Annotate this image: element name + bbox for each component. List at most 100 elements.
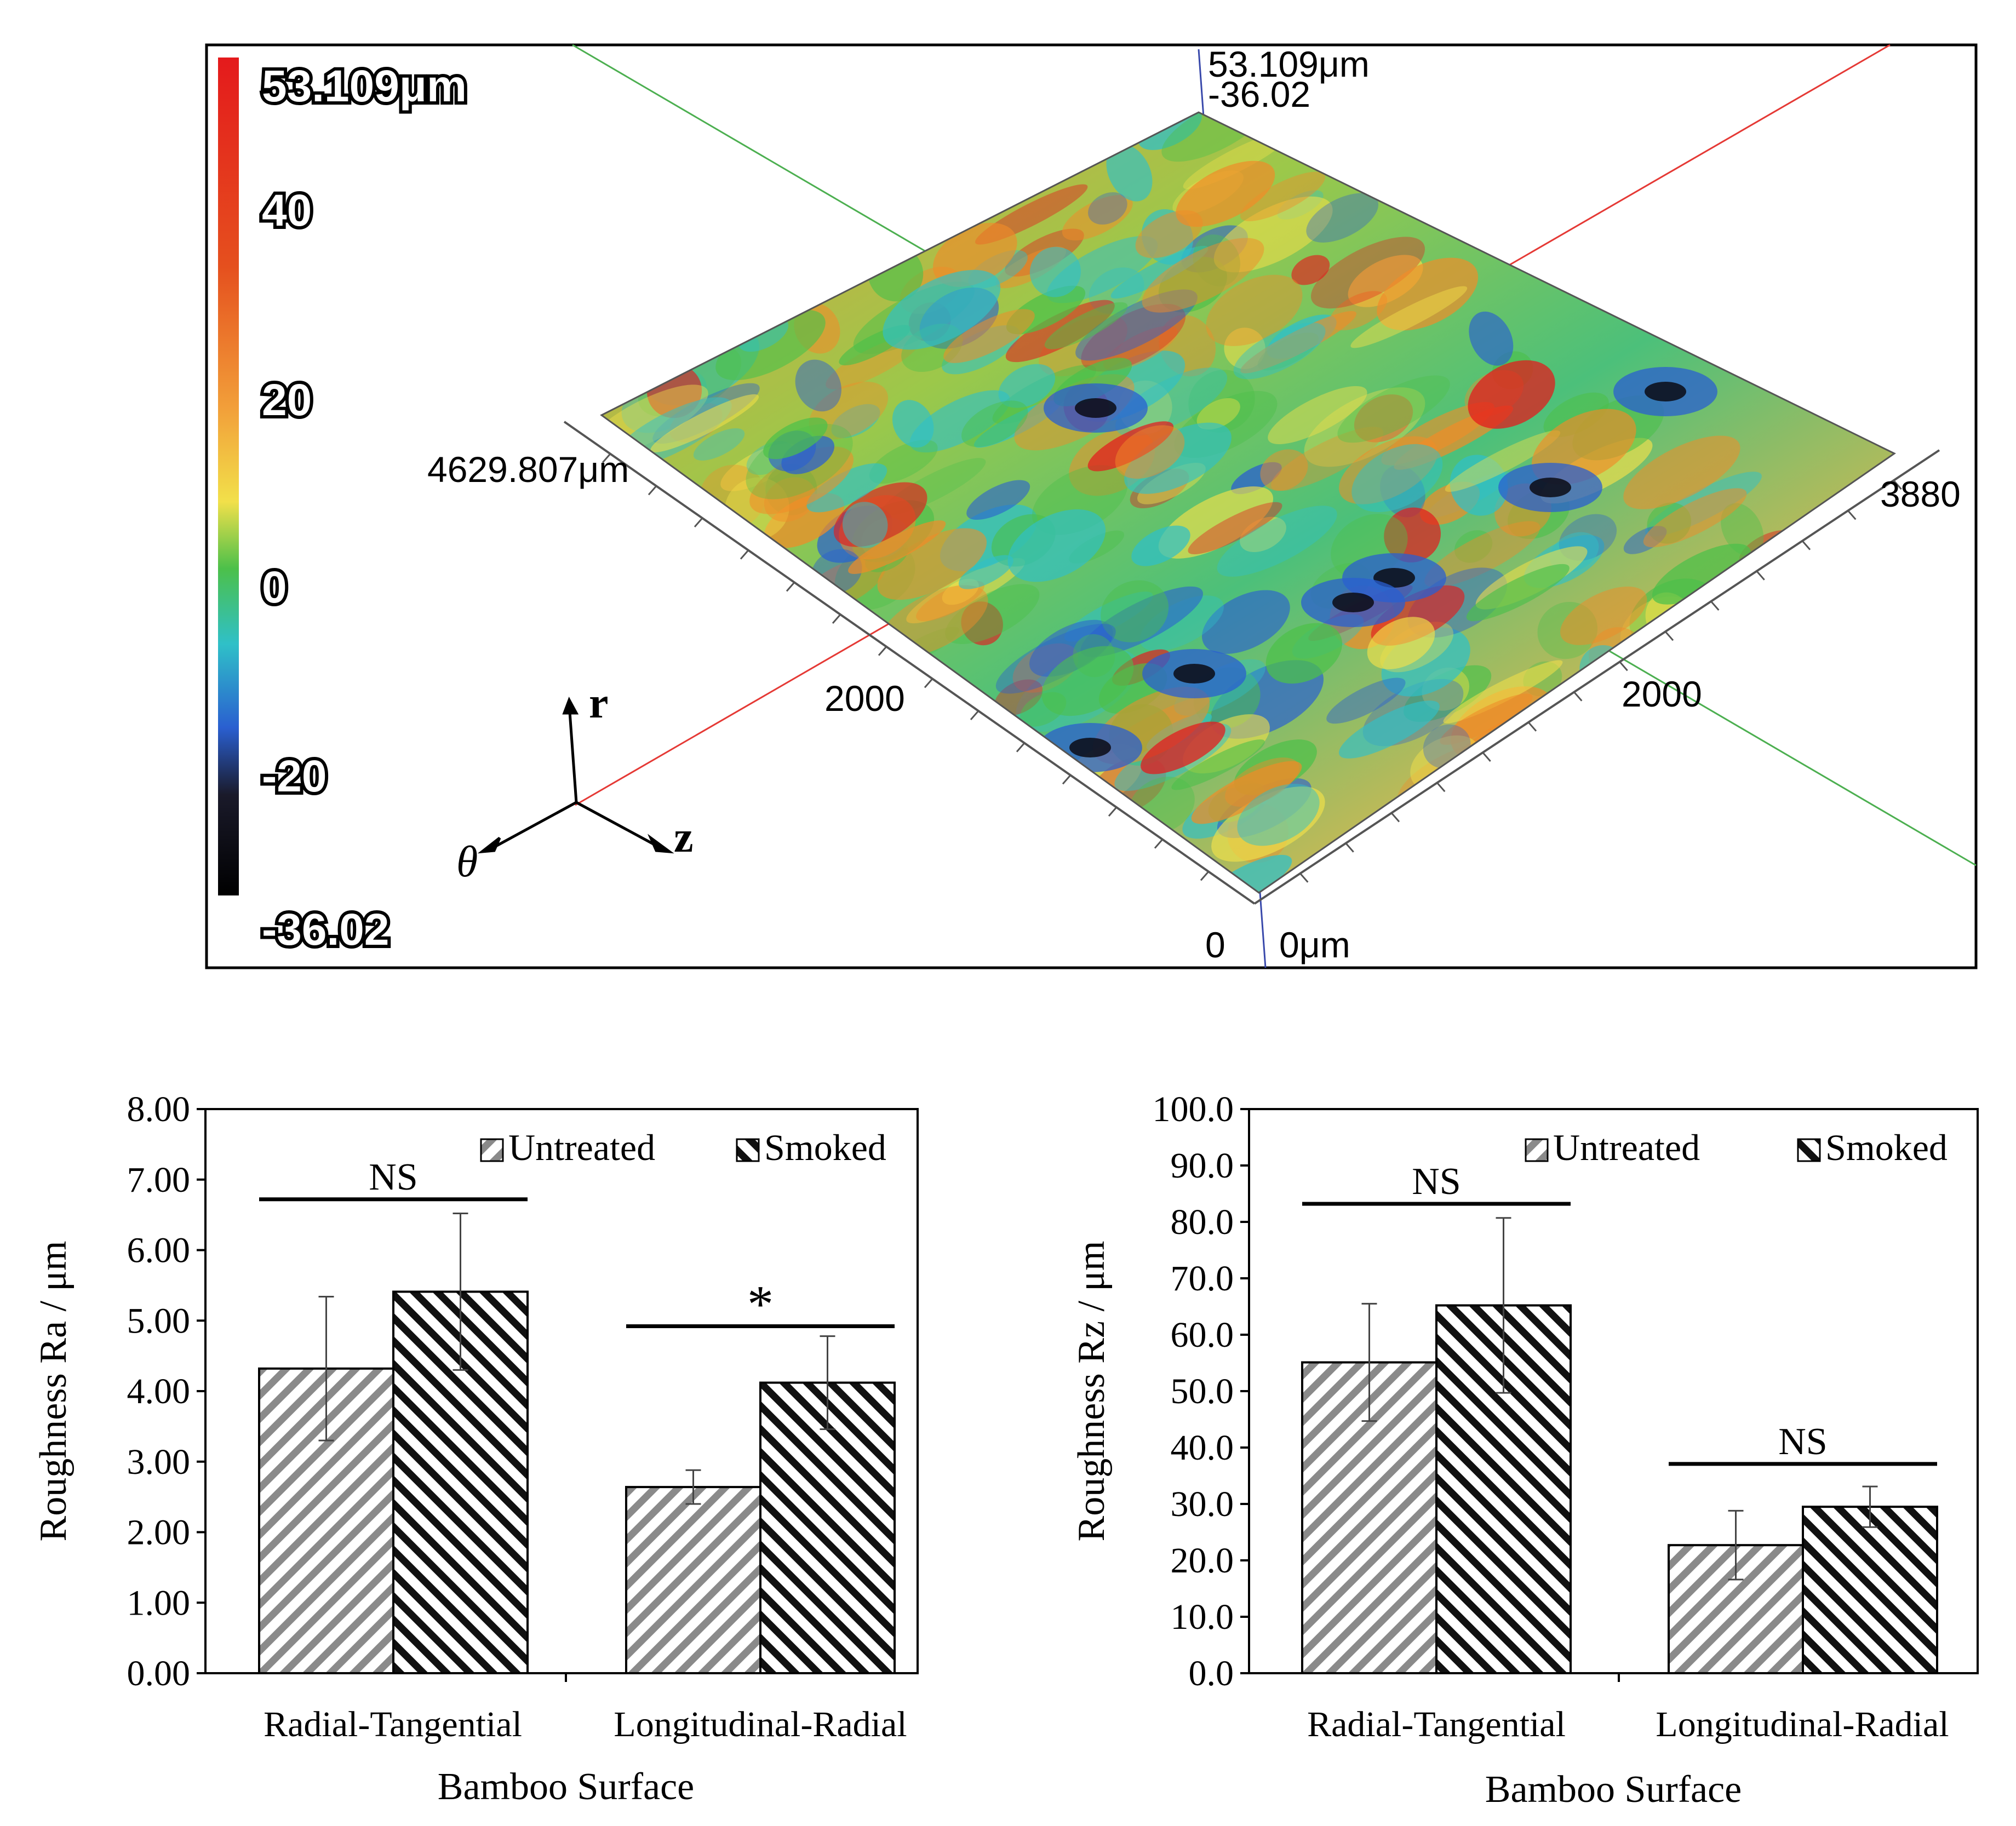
colorbar-max-label: 53.109μm	[262, 61, 467, 111]
ra-y-tick-label: 0.00	[127, 1653, 191, 1693]
edge-tick	[648, 485, 657, 496]
rz-legend-smoked-label: Smoked	[1825, 1127, 1948, 1168]
rz-y-tick-label: 60.0	[1171, 1315, 1234, 1355]
surface-texture-patch	[1337, 375, 1450, 443]
edge-tick	[1200, 871, 1210, 881]
surface-texture-patch	[1135, 210, 1203, 259]
surface-texture-patch	[1106, 143, 1153, 202]
surface-texture-patch	[877, 528, 987, 600]
rz-bar-chart: 0.0 10.0 20.0 30.0 40.0 50.0 60.0 70.0 80.0 90.0 1…	[1070, 1089, 1979, 1811]
orientation-theta-label: θ	[456, 838, 478, 886]
edge-tick	[786, 582, 795, 592]
surface-texture-patch	[809, 381, 889, 440]
ra-y-tick-label: 2.00	[127, 1513, 191, 1553]
ra-legend-untreated-label: Untreated	[508, 1127, 655, 1168]
edge-tick	[970, 710, 980, 720]
surface-texture-patch	[1240, 311, 1357, 374]
rz-legend-smoked-swatch	[1797, 1138, 1821, 1162]
surface-texture-patch	[1073, 634, 1115, 677]
surface-texture-patch	[1007, 509, 1106, 582]
surface-texture-patch	[650, 394, 759, 452]
surface-texture-patch	[943, 309, 1035, 363]
edge-tick	[1154, 839, 1164, 849]
surface-texture-patch	[1062, 195, 1133, 240]
surface-texture-patch	[1350, 286, 1468, 348]
orientation-triad	[477, 696, 674, 854]
surface-texture-patch	[1088, 192, 1127, 225]
edge-tick	[1345, 842, 1354, 853]
surface-texture-patch	[1115, 425, 1185, 479]
surface-texture-patch	[1176, 160, 1275, 227]
rz-y-tick-label: 50.0	[1171, 1371, 1234, 1411]
surface-texture-patch	[1623, 435, 1740, 509]
rz-x-axis-label: Bamboo Surface	[1485, 1768, 1742, 1811]
surface-texture-patch	[1131, 525, 1190, 566]
ra-legend: Untreated Smoked	[480, 1127, 886, 1168]
surface-texture-patch	[1354, 394, 1413, 443]
surface-texture-patch	[1384, 507, 1441, 562]
ra-bar-untreated-1	[625, 1486, 761, 1675]
surface-texture-patch	[958, 555, 1013, 589]
colorbar-gradient	[218, 58, 239, 895]
ra-y-tick-label: 6.00	[127, 1231, 191, 1271]
surface-texture-patch	[909, 390, 1010, 453]
surface-texture-patch	[1161, 112, 1269, 162]
surface-texture-patch	[1338, 700, 1440, 759]
orientation-r-label: r	[589, 679, 609, 727]
surface-texture-patch	[1348, 255, 1423, 307]
ra-y-tick-label: 5.00	[127, 1301, 191, 1341]
left-mid-label: 2000	[824, 678, 905, 719]
edge-tick	[740, 549, 749, 560]
surface-outline	[600, 111, 1896, 894]
right-extent-label: 3880	[1880, 474, 1961, 514]
edge-tick	[1016, 742, 1026, 753]
surface-texture-patch	[998, 364, 1056, 408]
surface-texture-patch	[1466, 564, 1570, 622]
surface-texture-patch	[1291, 255, 1330, 285]
surface-texture-patch	[1260, 449, 1308, 491]
surface-texture-patch	[945, 584, 1040, 644]
surface-texture-patch	[1029, 246, 1081, 297]
surface-texture-patch	[1196, 398, 1240, 430]
surface-texture-patch	[1005, 300, 1115, 363]
surface-texture-patch	[1202, 854, 1292, 893]
surface-texture-patch	[1265, 623, 1343, 684]
rz-y-tick-label: 0.0	[1189, 1653, 1234, 1693]
ra-legend-smoked-swatch	[736, 1138, 760, 1162]
rz-y-tick-label: 70.0	[1171, 1259, 1234, 1299]
surface-texture-patch	[1101, 580, 1169, 642]
surface-texture-patch	[883, 269, 1001, 350]
rz-category-label-0: Radial-Tangential	[1307, 1704, 1566, 1744]
surface-texture-patch	[1206, 274, 1303, 346]
edge-tick	[878, 646, 887, 656]
colorbar-tick-20: 20	[262, 375, 312, 425]
surface-texture-patch	[1087, 421, 1174, 472]
surface-texture-patch	[749, 446, 854, 514]
z-bottom-label: -36.02	[1208, 74, 1310, 114]
surface-texture-patch	[961, 400, 1028, 447]
surface-texture-patch	[1041, 646, 1134, 716]
surface-texture-patch	[1445, 430, 1561, 492]
edge-tick	[1664, 631, 1674, 641]
surface-texture-patch	[826, 335, 921, 389]
rz-y-tick-label: 30.0	[1171, 1484, 1234, 1524]
rz-y-axis-label: Roughness Rz / μm	[1070, 1241, 1113, 1542]
surface-texture-patch	[795, 359, 841, 412]
surface-texture-patch	[1268, 386, 1367, 445]
surface-texture-patch	[995, 623, 1116, 694]
rz-legend-untreated-swatch	[1525, 1138, 1549, 1162]
rz-legend-untreated-label: Untreated	[1553, 1127, 1700, 1168]
surface-map-panel: 53.109μm 40 20 0 -20 -36.02 53.109μm -36…	[205, 43, 1978, 969]
edge-tick	[1482, 752, 1491, 762]
surface-height-map	[563, 111, 1940, 905]
colorbar-tick-40: 40	[262, 186, 312, 236]
surface-texture-patch	[1377, 257, 1479, 331]
surface-texture-patch	[1468, 360, 1555, 429]
ra-significance-label: NS	[369, 1156, 417, 1198]
surface-texture-patch	[1721, 503, 1764, 556]
colorbar: 53.109μm 40 20 0 -20 -36.02	[218, 58, 470, 958]
colorbar-tick-0: 0	[262, 562, 287, 612]
surface-texture-patch	[1310, 237, 1425, 309]
surface-texture-patch	[1643, 488, 1747, 548]
